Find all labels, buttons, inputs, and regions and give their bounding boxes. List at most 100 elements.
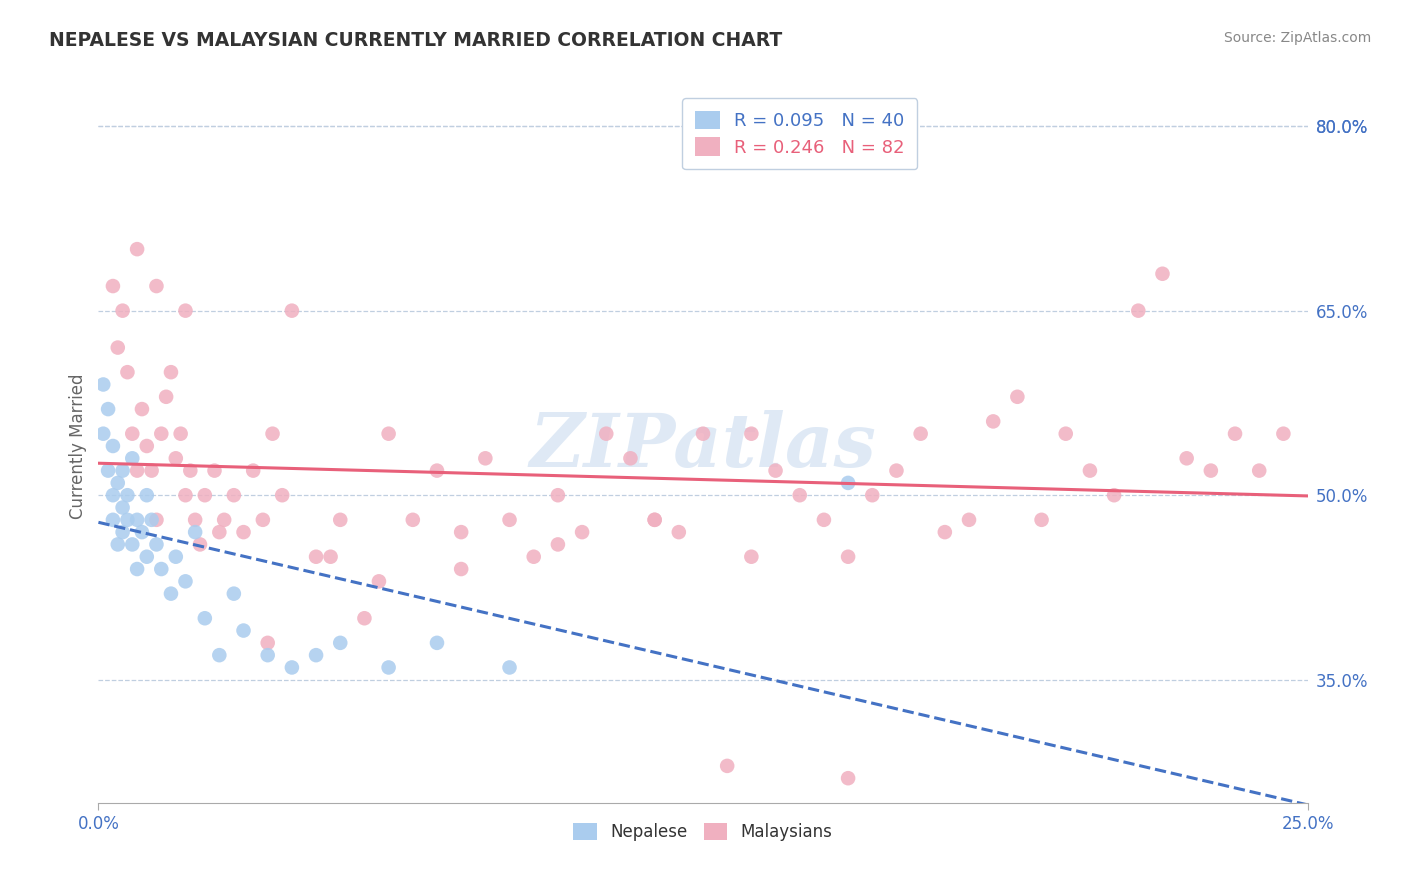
Point bbox=[305, 648, 328, 662]
Point bbox=[377, 426, 399, 441]
Point bbox=[377, 660, 399, 674]
Point bbox=[101, 488, 124, 502]
Point bbox=[281, 303, 304, 318]
Point bbox=[232, 624, 254, 638]
Point bbox=[145, 279, 167, 293]
Point bbox=[127, 242, 149, 256]
Point bbox=[184, 525, 207, 540]
Point bbox=[131, 402, 153, 417]
Point bbox=[813, 513, 835, 527]
Point bbox=[145, 537, 167, 551]
Point bbox=[121, 451, 143, 466]
Point bbox=[262, 426, 284, 441]
Point bbox=[131, 525, 153, 540]
Point bbox=[101, 513, 124, 527]
Point bbox=[91, 377, 114, 392]
Point bbox=[111, 500, 134, 515]
Point bbox=[910, 426, 932, 441]
Legend: Nepalese, Malaysians: Nepalese, Malaysians bbox=[567, 816, 839, 848]
Point bbox=[957, 513, 980, 527]
Point bbox=[145, 513, 167, 527]
Point bbox=[184, 513, 207, 527]
Point bbox=[101, 439, 124, 453]
Point bbox=[155, 390, 177, 404]
Point bbox=[97, 402, 120, 417]
Point bbox=[498, 513, 520, 527]
Point bbox=[121, 426, 143, 441]
Point bbox=[789, 488, 811, 502]
Point bbox=[498, 660, 520, 674]
Point bbox=[107, 341, 129, 355]
Point bbox=[716, 759, 738, 773]
Point bbox=[101, 279, 124, 293]
Point bbox=[204, 464, 226, 478]
Point bbox=[837, 549, 859, 564]
Point bbox=[1223, 426, 1246, 441]
Point bbox=[644, 513, 666, 527]
Point bbox=[450, 525, 472, 540]
Point bbox=[619, 451, 641, 466]
Point bbox=[1054, 426, 1077, 441]
Point bbox=[329, 513, 352, 527]
Point bbox=[1128, 303, 1150, 318]
Point bbox=[252, 513, 274, 527]
Point bbox=[194, 488, 217, 502]
Point bbox=[547, 537, 569, 551]
Point bbox=[886, 464, 908, 478]
Point bbox=[194, 611, 217, 625]
Point bbox=[1152, 267, 1174, 281]
Point bbox=[222, 587, 245, 601]
Point bbox=[426, 464, 449, 478]
Point bbox=[127, 513, 149, 527]
Point bbox=[141, 513, 163, 527]
Point bbox=[329, 636, 352, 650]
Point bbox=[1272, 426, 1295, 441]
Point bbox=[150, 426, 173, 441]
Point bbox=[169, 426, 191, 441]
Point bbox=[837, 771, 859, 785]
Point bbox=[127, 562, 149, 576]
Point bbox=[474, 451, 496, 466]
Point bbox=[523, 549, 546, 564]
Point bbox=[1078, 464, 1101, 478]
Point bbox=[402, 513, 425, 527]
Point bbox=[692, 426, 714, 441]
Point bbox=[160, 365, 183, 379]
Point bbox=[127, 464, 149, 478]
Point bbox=[135, 439, 157, 453]
Point bbox=[860, 488, 883, 502]
Text: ZIPatlas: ZIPatlas bbox=[530, 409, 876, 483]
Point bbox=[107, 537, 129, 551]
Point bbox=[256, 636, 278, 650]
Point bbox=[668, 525, 690, 540]
Point bbox=[212, 513, 235, 527]
Point bbox=[111, 464, 134, 478]
Point bbox=[1031, 513, 1053, 527]
Point bbox=[740, 426, 762, 441]
Point bbox=[232, 525, 254, 540]
Point bbox=[174, 303, 197, 318]
Point bbox=[150, 562, 173, 576]
Point bbox=[981, 414, 1004, 428]
Point bbox=[208, 525, 231, 540]
Point bbox=[111, 303, 134, 318]
Point bbox=[547, 488, 569, 502]
Point bbox=[160, 587, 183, 601]
Point bbox=[111, 525, 134, 540]
Point bbox=[135, 488, 157, 502]
Point bbox=[740, 549, 762, 564]
Point bbox=[837, 475, 859, 490]
Point bbox=[165, 451, 187, 466]
Point bbox=[353, 611, 375, 625]
Point bbox=[174, 574, 197, 589]
Point bbox=[256, 648, 278, 662]
Point bbox=[141, 464, 163, 478]
Point bbox=[242, 464, 264, 478]
Point bbox=[188, 537, 211, 551]
Point bbox=[97, 464, 120, 478]
Point bbox=[179, 464, 201, 478]
Point bbox=[1199, 464, 1222, 478]
Point bbox=[644, 513, 666, 527]
Point bbox=[222, 488, 245, 502]
Point bbox=[271, 488, 294, 502]
